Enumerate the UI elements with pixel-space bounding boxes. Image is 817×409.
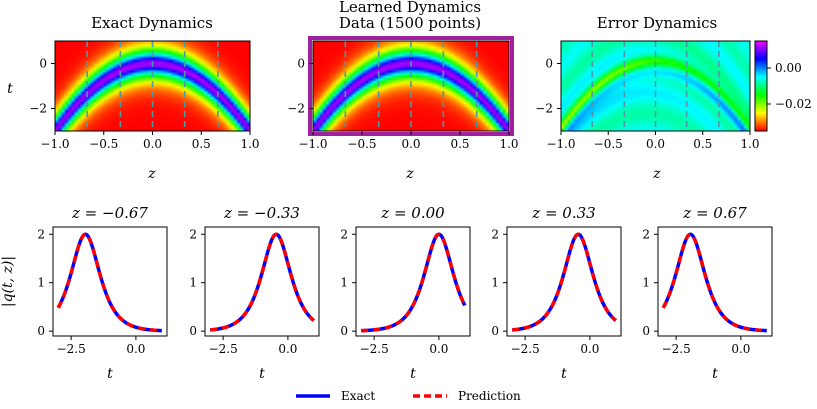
x-tick-label: 0.0 (126, 342, 145, 356)
x-tick-label: −2.5 (57, 342, 86, 356)
top-xlabel-1: z (405, 166, 414, 182)
colorbar-frame (754, 40, 768, 132)
y-tick-label: 1 (642, 276, 650, 290)
x-tick-label: 0.0 (580, 342, 599, 356)
learned-dynamics-panel: −1.0 −0.5 0.0 0.5 1.0 0 −2 (287, 36, 519, 151)
prediction-curve (512, 232, 617, 332)
x-tick-label: 0.0 (646, 137, 665, 151)
y-tick-label: −2 (29, 102, 47, 116)
panel-title-error: Error Dynamics (597, 14, 717, 32)
x-tick-label: −2.5 (511, 342, 540, 356)
top-xlabel-2: z (652, 166, 661, 182)
subplot-xlabel: t (561, 366, 567, 382)
colorbar-tick-label: 0.00 (775, 61, 802, 75)
exact-curve (512, 232, 617, 332)
x-tick-label: 0.0 (401, 137, 420, 151)
colorbar-tick-label: −0.02 (775, 97, 812, 111)
prediction-curve (661, 232, 767, 333)
y-tick-label: 0 (642, 324, 650, 338)
subplot-xlabel: t (107, 366, 113, 382)
panel-title-learned-line2: Data (1500 points) (339, 14, 481, 32)
exact-curve (210, 232, 315, 332)
x-tick-label: 0.0 (731, 342, 750, 356)
x-tick-label: 0.5 (450, 137, 469, 151)
y-tick-label: 0 (37, 324, 45, 338)
colorbar: 0.00 −0.02 (754, 40, 812, 132)
legend-prediction-label: Prediction (458, 389, 521, 403)
error-dynamics-panel: −1.0 −0.5 0.0 0.5 1.0 0 −2 (535, 40, 760, 151)
x-tick-label: 0.5 (192, 137, 211, 151)
top-xlabel-0: z (147, 166, 156, 182)
y-tick-label: 0 (39, 57, 47, 71)
y-tick-label: 0 (297, 57, 305, 71)
subplot-xlabel: t (410, 366, 416, 382)
slice-subplot: z = −0.33 −2.5 0.0 0 1 2 t (189, 204, 320, 382)
exact-curve (361, 232, 467, 333)
y-tick-label: 1 (340, 276, 348, 290)
subplot-xlabel: t (712, 366, 718, 382)
x-tick-label: −2.5 (360, 342, 389, 356)
subplot-xlabel: t (259, 366, 265, 382)
y-tick-label: 0 (189, 324, 197, 338)
axes-frame (506, 226, 622, 337)
y-tick-label: 0 (545, 57, 553, 71)
legend: Exact Prediction (296, 389, 521, 403)
axes-frame (52, 226, 168, 337)
slice-subplot: z = −0.67 −2.5 0.0 0 1 2 t (37, 204, 168, 382)
panel-title-exact: Exact Dynamics (91, 14, 213, 32)
y-tick-label: 2 (37, 227, 45, 241)
x-tick-label: 0.0 (143, 137, 162, 151)
slice-subplot: z = 0.67 −2.5 0.0 0 1 2 t (642, 204, 773, 382)
subplot-title: z = −0.33 (223, 204, 300, 222)
y-tick-label: 2 (491, 227, 499, 241)
colorbar-gradient (755, 41, 767, 131)
y-tick-label: 1 (37, 276, 45, 290)
exact-curve (661, 232, 767, 333)
y-tick-label: 1 (491, 276, 499, 290)
subplot-title: z = 0.67 (682, 204, 747, 222)
x-tick-label: −2.5 (209, 342, 238, 356)
y-tick-label: −2 (287, 102, 305, 116)
prediction-curve (56, 232, 162, 333)
top-ylabel: t (7, 81, 13, 97)
x-tick-label: −1.0 (298, 137, 327, 151)
y-tick-label: 1 (189, 276, 197, 290)
subplot-title: z = 0.33 (531, 204, 595, 222)
slice-plots: |q(t, z)| z = −0.67 −2.5 0.0 0 1 2 t z = −0.33 −2… (0, 204, 773, 382)
prediction-curve (210, 232, 315, 332)
exact-dynamics-panel: −1.0 −0.5 0.0 0.5 1.0 0 −2 (29, 40, 260, 151)
axes-frame (204, 226, 320, 337)
y-tick-label: 2 (340, 227, 348, 241)
y-tick-label: 2 (642, 227, 650, 241)
y-tick-label: 0 (491, 324, 499, 338)
x-tick-label: −2.5 (662, 342, 691, 356)
bottom-ylabel: |q(t, z)| (0, 256, 16, 307)
y-tick-label: 0 (340, 324, 348, 338)
exact-curve (56, 232, 162, 333)
x-tick-label: 1.0 (240, 137, 259, 151)
panel-title-learned-line1: Learned Dynamics (339, 0, 481, 16)
y-tick-label: −2 (535, 102, 553, 116)
subplot-title: z = 0.00 (380, 204, 445, 222)
x-tick-label: −0.5 (347, 137, 376, 151)
x-tick-label: 1.0 (499, 137, 518, 151)
x-tick-label: 1.0 (740, 137, 759, 151)
slice-subplot: z = 0.00 −2.5 0.0 0 1 2 t (340, 204, 471, 382)
x-tick-label: 0.0 (278, 342, 297, 356)
x-tick-label: −1.0 (546, 137, 575, 151)
y-tick-label: 2 (189, 227, 197, 241)
x-tick-label: 0.0 (429, 342, 448, 356)
axes-frame (355, 226, 471, 337)
subplot-title: z = −0.67 (71, 204, 148, 222)
legend-exact-label: Exact (341, 389, 375, 403)
slice-subplot: z = 0.33 −2.5 0.0 0 1 2 t (491, 204, 622, 382)
axes-frame (657, 226, 773, 337)
x-tick-label: 0.5 (693, 137, 712, 151)
x-tick-label: −0.5 (89, 137, 118, 151)
prediction-curve (361, 232, 467, 333)
x-tick-label: −0.5 (594, 137, 623, 151)
x-tick-label: −1.0 (40, 137, 69, 151)
